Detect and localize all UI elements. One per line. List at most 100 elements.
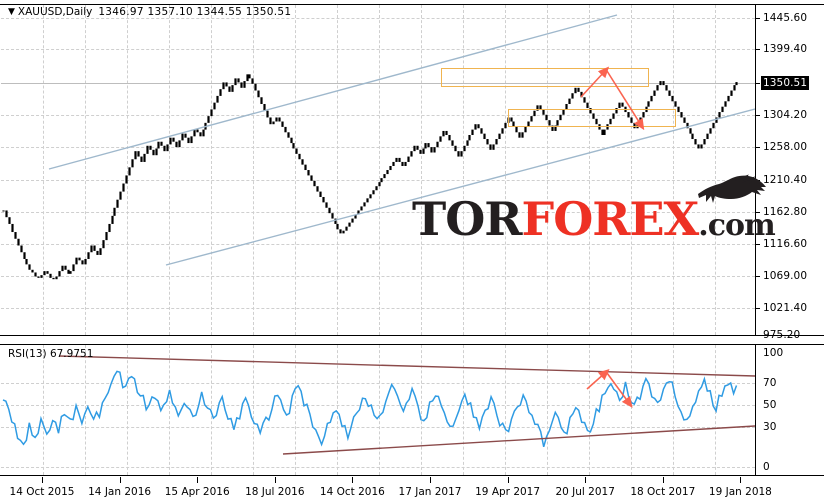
candle-body <box>686 122 689 129</box>
price-plot-area[interactable] <box>1 5 755 335</box>
price-tick-7 <box>756 244 760 245</box>
candle-body <box>67 269 70 274</box>
candle-body <box>72 264 75 272</box>
x-axis-label-3: 18 Jul 2016 <box>245 486 305 498</box>
price-tick-10 <box>756 335 760 336</box>
support-zone[interactable] <box>508 109 676 127</box>
channel-upper-line[interactable] <box>48 14 618 170</box>
candle-body <box>290 137 293 144</box>
rsi-lower-trendline[interactable] <box>282 425 755 455</box>
symbol-header[interactable]: ▼ XAUUSD,Daily 1346.97 1357.10 1344.55 135… <box>8 6 291 18</box>
candle-body <box>345 226 348 231</box>
candle-body <box>568 98 571 104</box>
candle-body <box>348 222 351 227</box>
price-forecast-arrows[interactable] <box>1 5 755 335</box>
candle-body <box>20 245 23 253</box>
candle-body <box>78 257 81 261</box>
candle-body <box>468 134 471 141</box>
candle-body <box>583 97 586 103</box>
rsi-hgrid-1 <box>1 405 755 406</box>
candle-body <box>128 167 131 176</box>
price-hgrid-4 <box>1 147 755 148</box>
rsi-drawings[interactable] <box>1 345 755 475</box>
candle-body <box>111 215 114 224</box>
candle-body <box>389 165 392 171</box>
candle-body <box>301 159 304 165</box>
candle-body <box>474 124 477 130</box>
candle-body <box>477 124 480 129</box>
x-tick-9 <box>740 477 742 483</box>
candle-body <box>694 139 697 145</box>
candle-body <box>521 132 524 138</box>
collapse-triangle-icon[interactable]: ▼ <box>8 7 15 17</box>
candle-body <box>25 258 28 265</box>
candle-body <box>401 161 404 166</box>
candle-body <box>23 252 26 259</box>
rsi-plot-area[interactable] <box>1 345 755 475</box>
candle-body <box>199 132 202 137</box>
candle-body <box>87 252 90 259</box>
price-hgrid-9 <box>1 308 755 309</box>
ohlc-values: 1346.97 1357.10 1344.55 1350.51 <box>98 6 292 18</box>
x-axis-label-2: 15 Apr 2016 <box>164 486 230 498</box>
rsi-vgrid-6 <box>295 345 296 475</box>
candle-body <box>69 271 72 274</box>
rsi-vgrid-0 <box>43 345 44 475</box>
ascending-channel[interactable] <box>1 5 755 335</box>
candle-body <box>134 151 137 160</box>
candle-body <box>193 129 196 137</box>
candle-body <box>307 170 310 176</box>
candle-body <box>677 106 680 113</box>
candle-body <box>709 128 712 134</box>
rsi-upper-trendline[interactable] <box>58 355 755 377</box>
candle-body <box>228 86 231 92</box>
candle-body <box>339 229 342 234</box>
symbol-label: XAUUSD,Daily <box>17 6 93 18</box>
candle-body <box>313 180 316 187</box>
price-vgrid-15 <box>673 5 674 335</box>
candle-body <box>234 78 237 86</box>
candle-body <box>248 74 251 79</box>
candle-body <box>724 101 727 107</box>
candle-body <box>246 74 249 82</box>
candle-body <box>392 161 395 166</box>
candle-body <box>152 149 155 156</box>
candle-body <box>181 133 184 141</box>
rsi-down-arrow[interactable] <box>606 372 633 408</box>
rsi-y-label-3: 30 <box>763 421 777 433</box>
price-vgrid-3 <box>169 5 170 335</box>
candle-body <box>31 269 34 273</box>
candle-body <box>375 186 378 191</box>
candle-body <box>647 101 650 107</box>
candle-body <box>674 101 677 107</box>
candle-body <box>331 213 334 219</box>
resistance-zone[interactable] <box>441 68 649 87</box>
candle-body <box>483 133 486 140</box>
candle-body <box>184 133 187 138</box>
rsi-indicator-panel[interactable]: 100 70 50 30 0 <box>0 344 824 476</box>
price-chart-panel[interactable]: 1445.60 1399.40 1350.51 1304.20 1258.00 1210.… <box>0 4 824 341</box>
candle-body <box>119 191 122 200</box>
x-tick-0 <box>42 477 43 483</box>
candle-body <box>196 129 199 133</box>
price-y-label-10: 975.20 <box>763 329 801 341</box>
x-tick-1 <box>119 477 121 483</box>
price-vgrid-9 <box>421 5 422 335</box>
candle-body <box>653 90 656 96</box>
rsi-y-label-0: 100 <box>763 347 784 359</box>
rsi-vgrid-3 <box>169 345 170 475</box>
candle-body <box>515 126 518 133</box>
candle-body <box>207 116 210 123</box>
candle-body <box>231 85 234 92</box>
candle-body <box>155 148 158 156</box>
price-vgrid-0 <box>43 5 44 335</box>
candle-body <box>407 156 410 162</box>
candle-body <box>501 128 504 134</box>
candle-body <box>278 117 281 122</box>
candlestick-series <box>2 74 738 280</box>
candle-body <box>733 85 736 91</box>
candle-body <box>105 232 108 241</box>
candle-body <box>721 106 724 113</box>
candle-body <box>304 164 307 171</box>
